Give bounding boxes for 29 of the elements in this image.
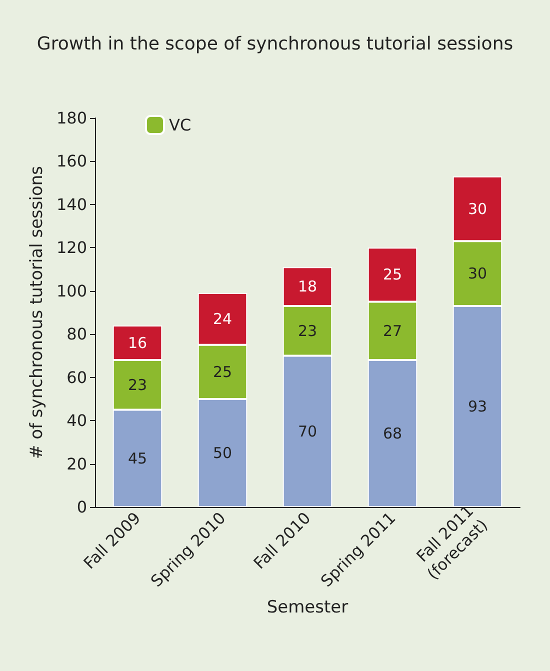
data-label: 45 bbox=[128, 449, 148, 468]
data-label: 24 bbox=[212, 310, 232, 328]
data-label: 16 bbox=[128, 334, 148, 352]
y-tick-label: 60 bbox=[66, 368, 87, 387]
y-tick-label: 180 bbox=[56, 108, 87, 128]
data-label: 25 bbox=[212, 362, 232, 381]
chart-title: Growth in the scope of synchronous tutorial sessions bbox=[36, 34, 514, 54]
y-tick-label: 160 bbox=[56, 152, 87, 171]
data-label: 18 bbox=[298, 278, 318, 296]
data-label: 25 bbox=[382, 266, 402, 284]
data-label: 23 bbox=[298, 322, 318, 340]
legend-label: VC bbox=[169, 116, 192, 134]
data-label: 30 bbox=[468, 264, 488, 283]
data-label: 27 bbox=[382, 322, 402, 340]
y-tick-label: 40 bbox=[66, 411, 87, 430]
y-tick-label: 20 bbox=[66, 454, 87, 474]
data-label: 23 bbox=[128, 376, 148, 394]
y-axis-title: # of synchronous tutorial sessions bbox=[27, 166, 48, 460]
data-label: 93 bbox=[468, 398, 488, 416]
data-label: 68 bbox=[382, 424, 402, 443]
data-label: 70 bbox=[298, 422, 318, 440]
y-tick-label: 0 bbox=[76, 498, 87, 516]
x-axis-title: Semester bbox=[266, 598, 348, 618]
y-tick-label: 120 bbox=[56, 238, 87, 258]
data-label: 50 bbox=[212, 444, 232, 462]
y-tick-label: 100 bbox=[56, 281, 87, 300]
y-tick-label: 140 bbox=[56, 194, 87, 214]
y-tick-label: 80 bbox=[66, 324, 87, 344]
data-label: 30 bbox=[468, 200, 488, 218]
